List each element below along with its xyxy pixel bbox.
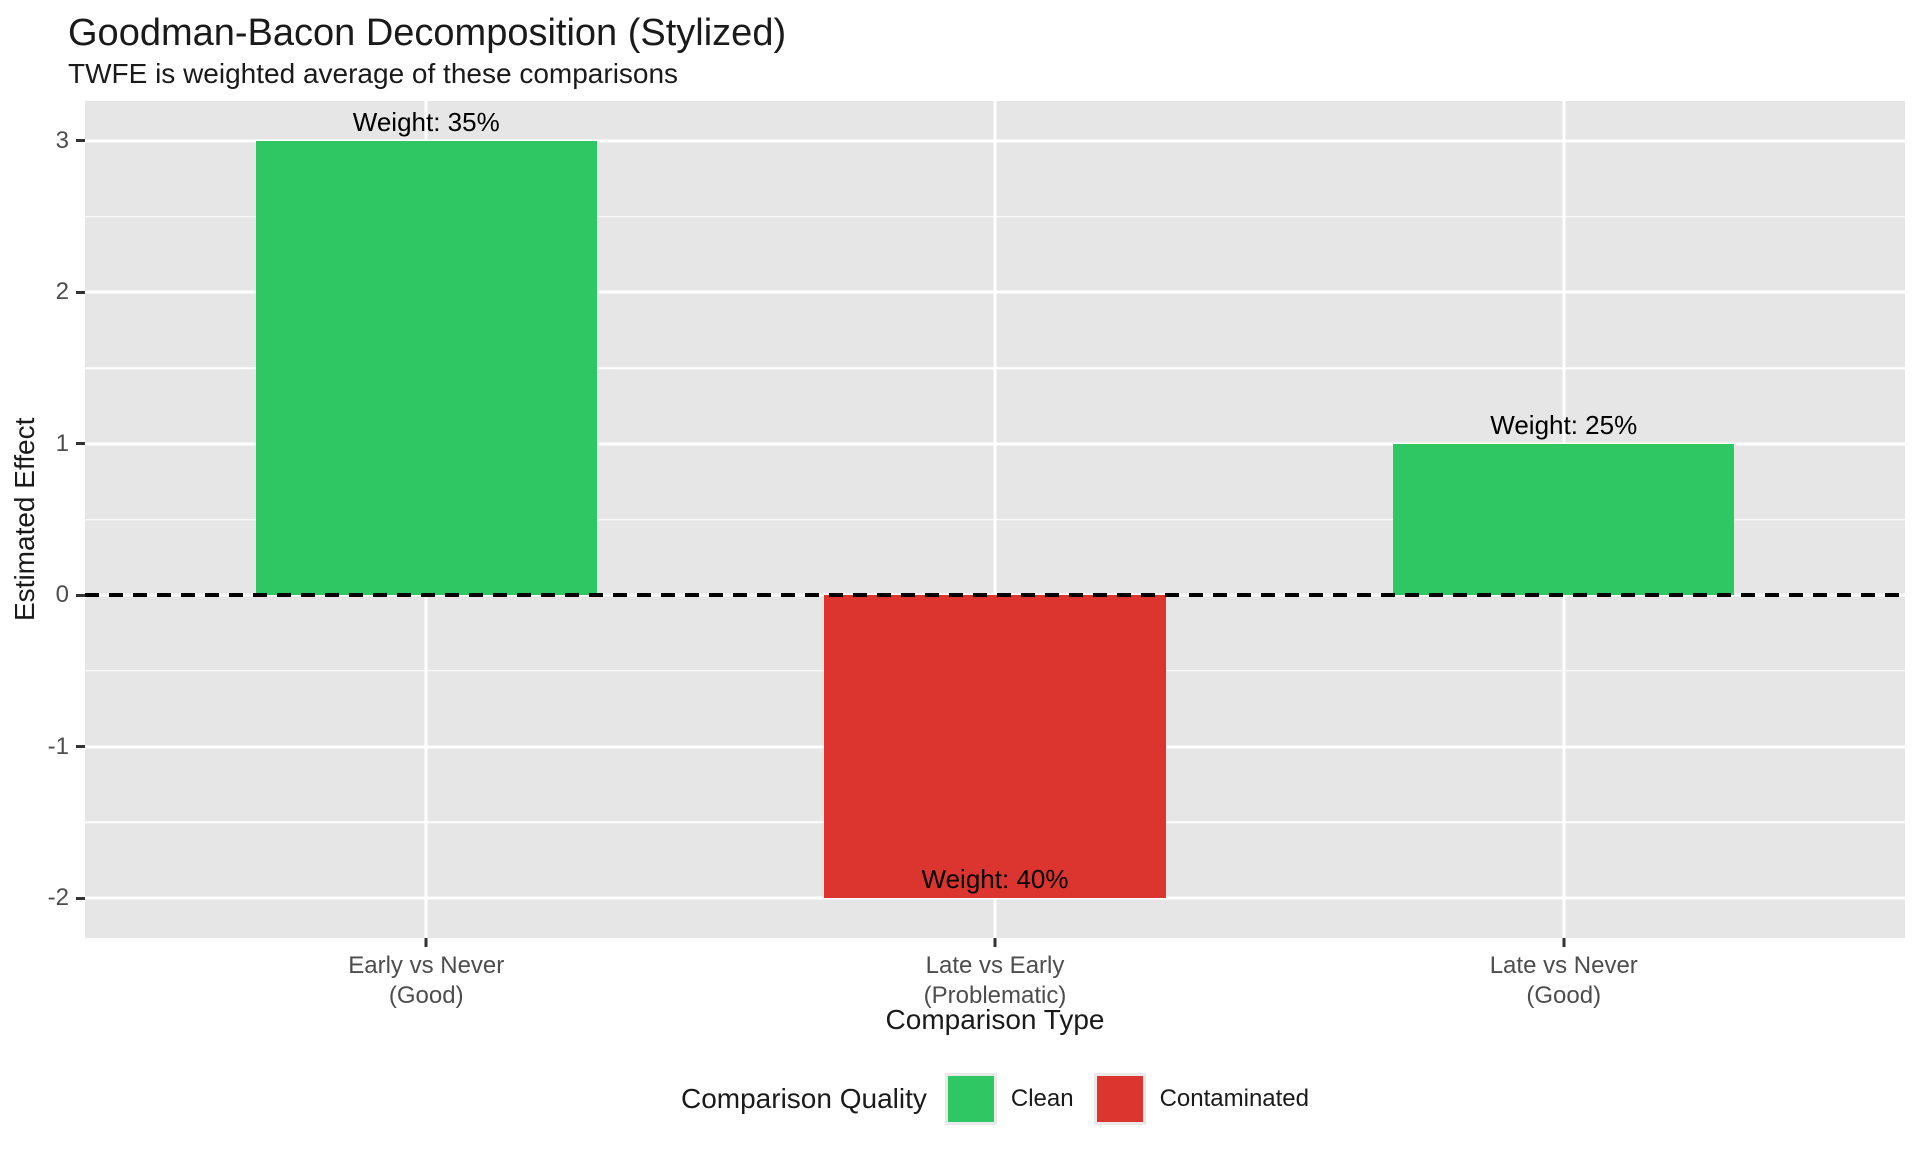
y-tick-label: -1: [47, 732, 69, 760]
x-tick-mark: [1562, 938, 1566, 947]
contaminated-color-swatch: [1096, 1076, 1143, 1122]
bar-late-vs-early: [824, 595, 1166, 899]
x-axis-title: Comparison Type: [885, 1004, 1105, 1035]
y-tick-mark: [76, 896, 85, 900]
x-category-line2: (Good): [388, 982, 464, 1009]
gridline-vertical: [993, 101, 997, 938]
clean-color-swatch: [947, 1076, 994, 1122]
legend-label-contaminated: Contaminated: [1159, 1085, 1310, 1112]
weight-label-early-vs-never: Weight: 35%: [352, 106, 500, 137]
legend-label-clean: Clean: [1010, 1085, 1074, 1112]
x-category-late-vs-early: Late vs Early (Problematic): [924, 951, 1067, 1011]
y-tick: 0: [56, 581, 85, 609]
legend: Comparison Quality Clean Contaminated: [85, 1070, 1905, 1128]
y-tick: 3: [56, 127, 85, 155]
y-tick: -1: [48, 733, 85, 761]
chart-title: Goodman-Bacon Decomposition (Stylized): [68, 12, 787, 54]
x-tick-mark: [993, 938, 997, 947]
bar-early-vs-never: [255, 140, 597, 596]
y-tick-label: 3: [55, 126, 69, 154]
x-category-line1: Late vs Never: [1489, 952, 1638, 979]
weight-label-late-vs-never: Weight: 25%: [1490, 409, 1638, 440]
legend-key-clean: [944, 1073, 997, 1125]
x-category-early-vs-never: Early vs Never (Good): [348, 951, 504, 1011]
x-category-labels: Early vs Never (Good) Late vs Early (Pro…: [85, 951, 1905, 1011]
y-tick-mark: [76, 139, 85, 143]
y-axis: 3 2 1 0 -1 -2: [0, 101, 85, 938]
y-tick: 2: [56, 278, 85, 306]
x-axis: [85, 938, 1905, 948]
chart-subtitle: TWFE is weighted average of these compar…: [68, 58, 679, 89]
legend-item-clean: Clean: [944, 1073, 1074, 1125]
y-tick-label: 1: [55, 429, 69, 457]
y-tick-label: -2: [47, 884, 69, 912]
legend-item-contaminated: Contaminated: [1093, 1073, 1310, 1125]
x-category-line1: Late vs Early: [925, 952, 1065, 979]
zero-reference-line: [85, 593, 1905, 598]
y-tick-label: 2: [55, 278, 69, 306]
y-tick-label: 0: [55, 581, 69, 609]
y-tick-mark: [76, 593, 85, 597]
weight-label-late-vs-early: Weight: 40%: [921, 864, 1069, 895]
y-tick-mark: [76, 745, 85, 749]
x-tick-mark: [424, 938, 428, 947]
legend-key-contaminated: [1093, 1073, 1146, 1125]
y-tick: 1: [56, 430, 85, 458]
y-tick-mark: [76, 442, 85, 446]
legend-title: Comparison Quality: [680, 1083, 927, 1114]
plot-panel: Weight: 35% Weight: 40% Weight: 25%: [85, 101, 1905, 938]
y-tick-mark: [76, 290, 85, 294]
x-category-line2: (Good): [1526, 982, 1602, 1009]
x-category-late-vs-never: Late vs Never (Good): [1490, 951, 1638, 1011]
y-tick: -2: [48, 884, 85, 912]
bar-late-vs-never: [1393, 443, 1735, 596]
x-category-line1: Early vs Never: [348, 952, 505, 979]
x-category-line2: (Problematic): [923, 982, 1067, 1009]
